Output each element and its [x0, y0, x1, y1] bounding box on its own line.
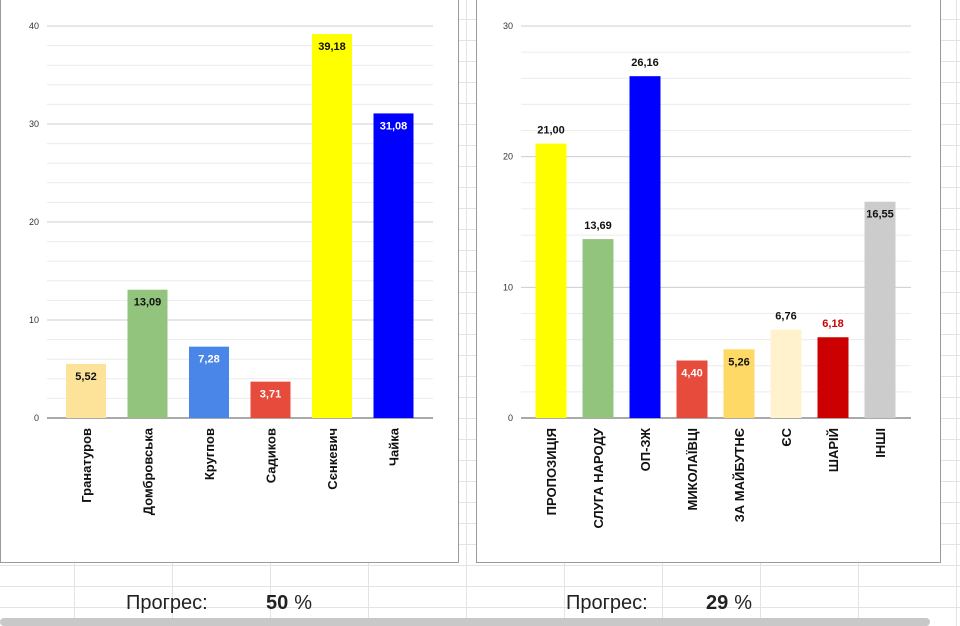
bar	[582, 239, 614, 418]
x-category-label: ШАРІЙ	[826, 428, 841, 472]
y-tick-label: 30	[503, 21, 513, 31]
progress-unit: %	[294, 591, 313, 614]
parties-chart-panel: 0 10 20 30 21,00 ПРОПОЗИЦІЯ 13,69 СЛУГА НАРОДУ 2…	[476, 0, 941, 563]
bar	[127, 289, 168, 418]
y-tick-label: 20	[29, 217, 39, 227]
bar-value-label: 4,40	[681, 368, 702, 380]
bar	[373, 113, 414, 418]
bar-value-label: 13,09	[134, 297, 162, 309]
bar	[312, 34, 352, 418]
progress-value: 29	[706, 591, 729, 614]
bar	[817, 337, 849, 418]
x-category-label: ПРОПОЗИЦІЯ	[544, 428, 559, 515]
x-category-label: СЛУГА НАРОДУ	[591, 427, 606, 528]
progress-candidates: Прогрес: 50 %	[126, 588, 312, 618]
x-category-label: ІНШІ	[873, 428, 888, 458]
bar-value-label: 6,76	[775, 311, 796, 323]
y-tick-label: 10	[503, 282, 513, 292]
x-category-label: Домбровська	[141, 427, 156, 515]
bar-value-label: 31,08	[380, 120, 408, 132]
bar	[189, 346, 229, 418]
bar-value-label: 21,00	[537, 125, 565, 137]
bar-value-label: 7,28	[198, 354, 219, 366]
bar	[676, 360, 708, 418]
x-category-label: Чайка	[387, 427, 402, 466]
bar-value-label: 6,18	[822, 318, 843, 330]
candidates-chart-panel: 0 10 20 30 40 5,52 Гранатуров 13,09 Домбровська 7…	[0, 0, 459, 563]
bar	[770, 329, 802, 418]
x-category-label: Кругпов	[202, 428, 217, 480]
bar	[629, 76, 661, 419]
x-category-label: ЄС	[779, 427, 794, 446]
y-tick-label: 20	[503, 152, 513, 162]
bar	[723, 349, 755, 418]
progress-value: 50	[266, 591, 289, 614]
bar	[66, 363, 106, 418]
x-category-label: Гранатуров	[79, 428, 94, 503]
y-tick-label: 0	[508, 413, 513, 423]
bar	[864, 201, 896, 418]
bar	[535, 143, 567, 418]
x-category-label: Сєнкевич	[325, 428, 340, 490]
x-category-label: Садиков	[264, 428, 279, 483]
bar	[250, 381, 291, 418]
y-tick-label: 30	[29, 119, 39, 129]
progress-parties: Прогрес: 29 %	[566, 588, 752, 618]
bar-value-label: 3,71	[260, 389, 281, 401]
x-category-label: ОП-ЗЖ	[638, 428, 653, 472]
bar-value-label: 39,18	[318, 41, 346, 53]
x-category-label: ЗА МАЙБУТНЄ	[732, 428, 747, 522]
parties-bar-chart: 0 10 20 30 21,00 ПРОПОЗИЦІЯ 13,69 СЛУГА НАРОДУ 2…	[503, 21, 911, 529]
horizontal-scrollbar[interactable]	[0, 618, 930, 626]
x-category-label: МИКОЛАЇВЦІ	[685, 428, 700, 511]
progress-label: Прогрес:	[126, 591, 208, 614]
progress-unit: %	[734, 591, 753, 614]
bar-value-label: 5,26	[728, 356, 749, 368]
bar-value-label: 16,55	[866, 209, 894, 221]
bar-value-label: 13,69	[584, 220, 612, 232]
y-tick-label: 40	[29, 21, 39, 31]
y-tick-label: 0	[34, 413, 39, 423]
bar-value-label: 26,16	[631, 57, 659, 69]
bar-value-label: 5,52	[75, 371, 96, 383]
candidates-bar-chart: 0 10 20 30 40 5,52 Гранатуров 13,09 Домбровська 7…	[29, 21, 433, 515]
progress-label: Прогрес:	[566, 591, 648, 614]
y-tick-label: 10	[29, 315, 39, 325]
